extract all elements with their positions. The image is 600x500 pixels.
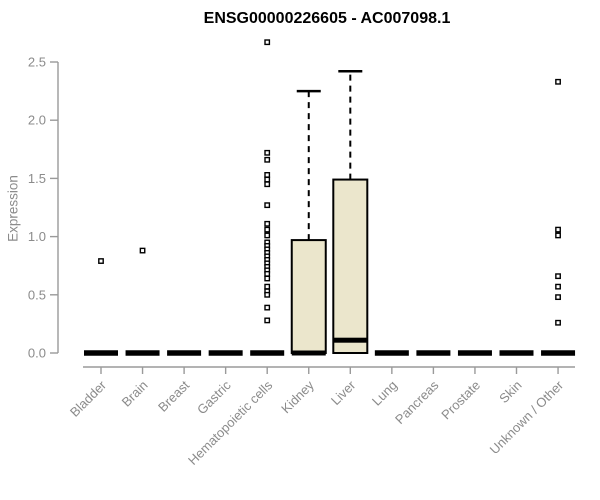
y-tick-label: 2.5 — [28, 55, 46, 70]
x-tick-label: Brain — [119, 378, 151, 410]
outlier-point — [264, 202, 271, 209]
outlier-point — [264, 39, 271, 46]
box-liver — [332, 178, 369, 354]
outlier-point — [555, 294, 561, 301]
y-tick-label: 2.0 — [28, 113, 46, 128]
outlier-point — [555, 273, 561, 280]
outlier-point — [264, 291, 271, 298]
outlier-point — [264, 172, 271, 178]
flat-box-unknown-other — [541, 350, 576, 356]
outlier-point — [264, 149, 271, 156]
x-tick-label: Kidney — [278, 377, 317, 416]
outlier-point — [555, 283, 561, 290]
outlier-point — [98, 258, 104, 264]
flat-box-prostate — [457, 350, 492, 356]
outlier-point — [264, 270, 271, 277]
outlier-point — [264, 232, 271, 239]
outlier-point — [264, 226, 271, 233]
x-tick-label: Unknown / Other — [487, 377, 567, 457]
outlier-point — [264, 156, 271, 163]
x-tick-label: Gastric — [194, 377, 234, 417]
x-tick-label: Skin — [496, 378, 524, 406]
flat-box-brain — [125, 350, 160, 356]
outlier-point — [555, 226, 561, 233]
flat-box-lung — [374, 350, 409, 356]
x-tick-label: Bladder — [67, 377, 110, 420]
y-tick-label: 1.0 — [28, 229, 46, 244]
x-tick-label: Prostate — [438, 378, 483, 423]
outlier-point — [264, 275, 271, 282]
y-tick-label: 0.0 — [28, 346, 46, 361]
flat-box-bladder — [84, 350, 118, 356]
box-kidney — [290, 239, 327, 354]
x-tick-label: Lung — [369, 378, 400, 409]
outlier-point — [264, 181, 271, 188]
median-line — [333, 337, 368, 343]
median-line — [291, 350, 326, 356]
y-axis-title: Expression — [5, 175, 21, 242]
flat-box-hematopoietic-cells — [250, 350, 285, 356]
outlier-point — [555, 319, 561, 326]
outlier-point — [264, 220, 271, 227]
x-tick-label: Pancreas — [392, 377, 442, 427]
outlier-point — [555, 232, 561, 239]
outlier-point — [139, 247, 146, 254]
chart-title: ENSG00000226605 - AC007098.1 — [203, 10, 451, 27]
outlier-point — [264, 317, 271, 324]
flat-box-breast — [167, 350, 202, 356]
outlier-point — [264, 304, 271, 311]
x-tick-label: Liver — [328, 377, 359, 408]
flat-box-skin — [499, 350, 534, 356]
y-tick-label: 0.5 — [28, 287, 46, 302]
y-tick-label: 1.5 — [28, 171, 46, 186]
x-tick-label: Breast — [155, 377, 192, 414]
outlier-point — [555, 78, 561, 85]
flat-box-gastric — [208, 350, 243, 356]
outlier-point — [264, 176, 271, 183]
flat-box-pancreas — [416, 350, 451, 356]
outlier-point — [264, 283, 271, 290]
